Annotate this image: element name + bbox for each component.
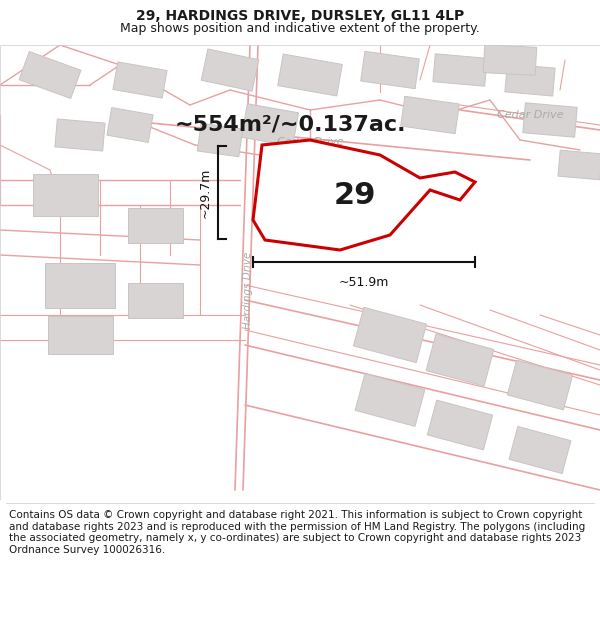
Text: Map shows position and indicative extent of the property.: Map shows position and indicative extent…	[120, 22, 480, 35]
Polygon shape	[113, 62, 167, 98]
Polygon shape	[558, 150, 600, 180]
Polygon shape	[340, 171, 401, 219]
Text: ~554m²/~0.137ac.: ~554m²/~0.137ac.	[175, 115, 407, 135]
Text: Cedar Drive: Cedar Drive	[497, 110, 563, 120]
Polygon shape	[427, 400, 493, 450]
Polygon shape	[262, 144, 319, 186]
Polygon shape	[107, 107, 153, 142]
Polygon shape	[426, 334, 494, 386]
Polygon shape	[361, 51, 419, 89]
Text: Hardings Drive: Hardings Drive	[243, 251, 253, 329]
Polygon shape	[401, 96, 460, 134]
Polygon shape	[128, 208, 182, 242]
Polygon shape	[47, 316, 113, 354]
Polygon shape	[353, 308, 427, 362]
Polygon shape	[508, 360, 572, 410]
Text: Cedar Drive: Cedar Drive	[277, 137, 343, 147]
Text: 29, HARDINGS DRIVE, DURSLEY, GL11 4LP: 29, HARDINGS DRIVE, DURSLEY, GL11 4LP	[136, 9, 464, 23]
Text: 29: 29	[334, 181, 376, 209]
Polygon shape	[523, 102, 577, 138]
Polygon shape	[128, 282, 182, 318]
Polygon shape	[355, 374, 425, 426]
Text: ~51.9m: ~51.9m	[339, 276, 389, 289]
Polygon shape	[197, 123, 243, 157]
Polygon shape	[484, 44, 536, 76]
Polygon shape	[433, 54, 487, 86]
Polygon shape	[55, 119, 105, 151]
Polygon shape	[45, 262, 115, 308]
Polygon shape	[278, 54, 343, 96]
Polygon shape	[505, 64, 555, 96]
Text: Contains OS data © Crown copyright and database right 2021. This information is : Contains OS data © Crown copyright and d…	[9, 510, 585, 555]
Polygon shape	[201, 49, 259, 91]
Polygon shape	[32, 174, 97, 216]
Polygon shape	[509, 426, 571, 474]
Polygon shape	[241, 104, 299, 146]
Polygon shape	[19, 51, 81, 99]
Text: ~29.7m: ~29.7m	[199, 168, 212, 217]
Polygon shape	[253, 140, 475, 250]
